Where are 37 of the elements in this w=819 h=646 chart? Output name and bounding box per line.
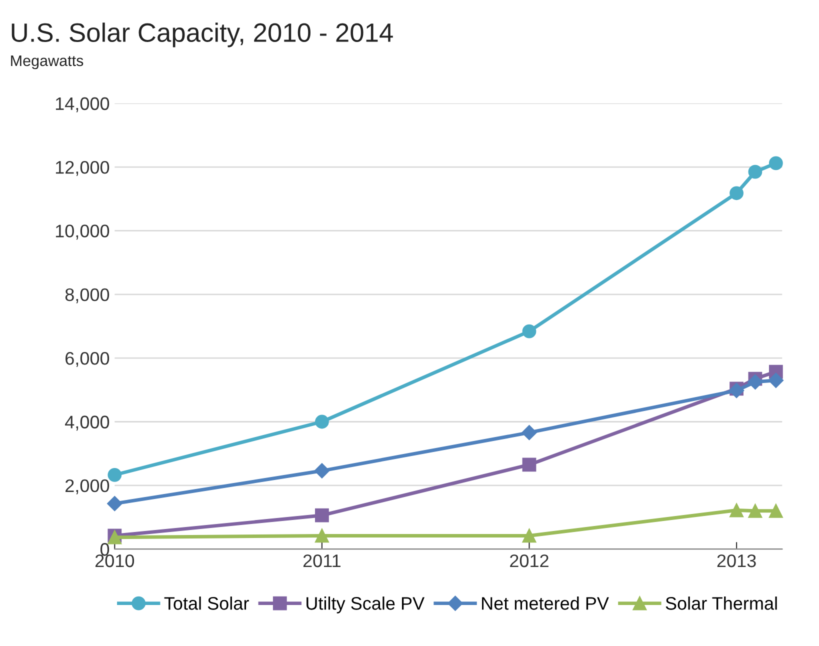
point [108,468,122,482]
point [768,372,784,388]
chart-subtitle: Megawatts [11,55,84,70]
x-tick-label: 2011 [303,554,340,568]
y-tick-label: 6,000 [66,352,110,367]
point [728,382,744,398]
point [522,425,537,440]
point [730,503,744,518]
legend-label: Total Solar [164,596,249,610]
x-tick-label: 2012 [510,554,548,568]
point [748,164,762,179]
point [315,528,329,543]
legend-label: Net metered PV [482,596,609,610]
y-tick-label: 10,000 [56,224,110,240]
point [730,186,744,200]
y-tick-label: 12,000 [56,160,110,176]
y-tick-label: 14,000 [56,97,110,112]
point [748,504,762,518]
point [748,374,763,390]
x-tick-label: 2010 [95,554,134,568]
point [522,528,536,543]
y-tick-label: 4,000 [65,416,110,431]
point [314,463,330,478]
point [768,156,783,170]
point [107,496,122,512]
point [768,504,783,518]
x-tick-label: 2013 [717,554,756,568]
y-tick-label: 2,000 [66,479,110,494]
y-tick-label: 8,000 [65,288,110,304]
chart-title: U.S. Solar Capacity, 2010 - 2014 [12,22,393,48]
point [522,458,536,472]
legend-label: Utilty Scale PV [306,596,425,614]
legend-label: Solar Thermal [666,596,777,610]
y-tick-label: 0 [100,543,110,556]
point [522,324,536,338]
point [315,414,329,429]
point [315,508,329,522]
